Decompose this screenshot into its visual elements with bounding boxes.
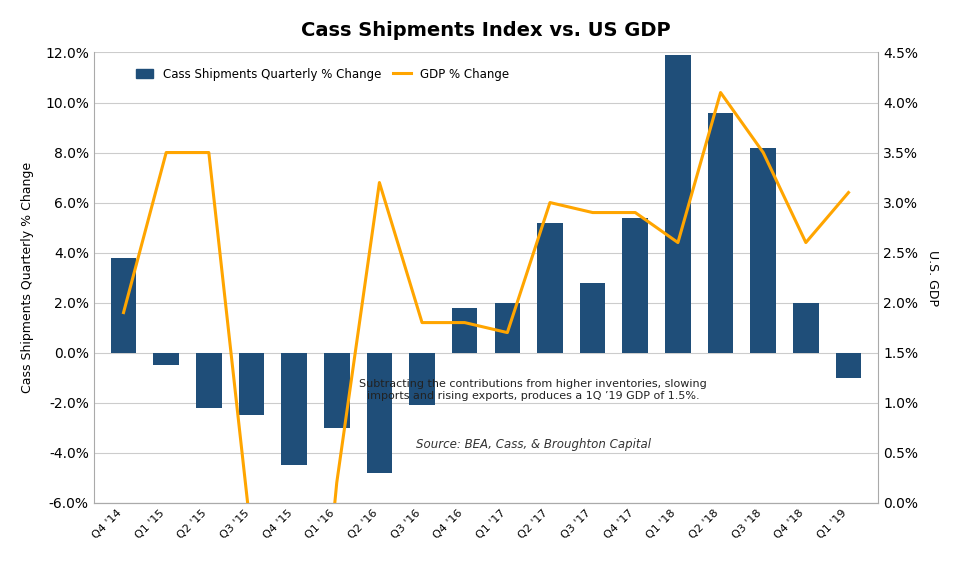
- Bar: [622, 217, 648, 352]
- Bar: [281, 352, 307, 465]
- Bar: [751, 148, 776, 352]
- Bar: [239, 352, 264, 415]
- Title: Cass Shipments Index vs. US GDP: Cass Shipments Index vs. US GDP: [301, 21, 671, 40]
- Bar: [538, 223, 563, 352]
- Bar: [110, 257, 136, 352]
- Text: Subtracting the contributions from higher inventories, slowing
imports and risin: Subtracting the contributions from highe…: [359, 379, 707, 401]
- Text: Source: BEA, Cass, & Broughton Capital: Source: BEA, Cass, & Broughton Capital: [416, 438, 651, 451]
- Bar: [793, 302, 819, 352]
- Bar: [154, 352, 179, 365]
- Legend: Cass Shipments Quarterly % Change, GDP % Change: Cass Shipments Quarterly % Change, GDP %…: [131, 63, 514, 85]
- Bar: [708, 112, 733, 352]
- Y-axis label: Cass Shipments Quarterly % Change: Cass Shipments Quarterly % Change: [21, 162, 34, 393]
- Bar: [580, 283, 606, 352]
- Y-axis label: U.S. GDP: U.S. GDP: [926, 250, 939, 306]
- Bar: [665, 55, 690, 352]
- Bar: [494, 302, 520, 352]
- Bar: [196, 352, 222, 407]
- Bar: [409, 352, 435, 405]
- Bar: [367, 352, 393, 473]
- Bar: [452, 307, 477, 352]
- Bar: [324, 352, 349, 428]
- Bar: [836, 352, 861, 378]
